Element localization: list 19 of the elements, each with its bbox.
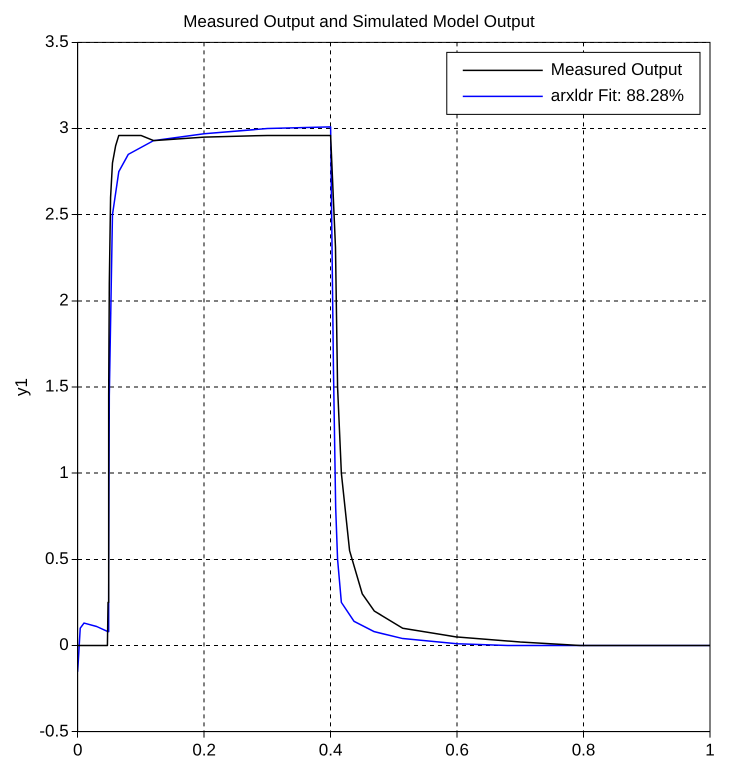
- y-tick-label: 2: [59, 290, 69, 310]
- x-tick-label: 0.2: [192, 740, 216, 760]
- chart-title: Measured Output and Simulated Model Output: [183, 12, 536, 31]
- x-tick-label: 0.4: [318, 740, 342, 760]
- y-axis-title: y1: [12, 378, 31, 396]
- y-tick-label: 0.5: [45, 548, 69, 568]
- y-tick-label: 1.5: [45, 376, 69, 396]
- x-tick-label: 1: [705, 740, 715, 760]
- x-tick-label: 0.8: [572, 740, 596, 760]
- legend-label: Measured Output: [550, 60, 682, 80]
- y-tick-label: 1: [59, 462, 69, 482]
- y-tick-label: 2.5: [45, 204, 69, 224]
- y-tick-label: 3.5: [45, 32, 69, 52]
- y-tick-label: -0.5: [39, 721, 69, 740]
- legend-label: arxldr Fit: 88.28%: [550, 86, 684, 106]
- y-tick-label: 3: [59, 118, 69, 138]
- y-tick-label: 0: [59, 635, 69, 654]
- x-tick-label: 0.6: [445, 740, 469, 760]
- x-tick-label: 0: [72, 740, 82, 760]
